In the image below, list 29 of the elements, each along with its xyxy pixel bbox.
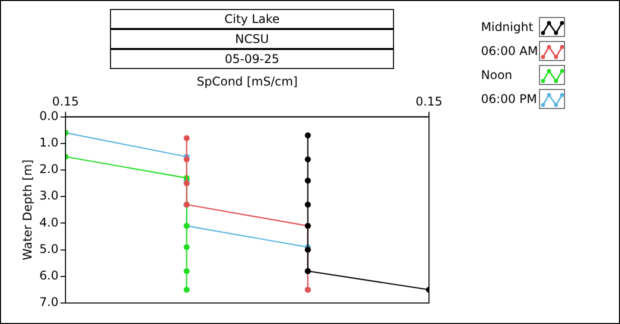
legend-label: 06:00 AM: [481, 44, 539, 58]
point: [184, 180, 190, 186]
x-tick-label: 0.15: [52, 94, 79, 109]
point: [184, 286, 190, 293]
y-tick-label: 6.0: [39, 268, 58, 283]
x-axis-title: SpCond [mS/cm]: [196, 74, 298, 88]
point: [184, 268, 190, 274]
y-tick-label: 3.0: [39, 188, 58, 203]
chart-title: City Lake: [223, 11, 281, 28]
legend-label: Midnight: [481, 20, 534, 34]
x-tick-label: 0.15: [416, 94, 442, 109]
point: [184, 244, 190, 250]
text: 05-09-25: [111, 48, 393, 68]
y-tick-label: 4.0: [39, 215, 58, 230]
point: [184, 135, 190, 142]
y-tick-label: 2.0: [39, 162, 58, 176]
legend-label: Noon: [481, 68, 514, 82]
legend-label: 06:00 PM: [481, 92, 538, 106]
point: [304, 202, 311, 208]
chart-subtitle: NCSU: [111, 28, 393, 48]
y-tick-label: 5.0: [39, 242, 58, 256]
point: [304, 132, 311, 138]
y-tick-label: 0.0: [39, 108, 58, 123]
y-tick-label: 1.0: [39, 136, 58, 150]
point: [304, 156, 311, 162]
y-tick-label: 7.0: [39, 295, 58, 310]
point: [304, 178, 311, 184]
y-axis-title: Water Depth [m]: [20, 160, 34, 260]
point: [184, 156, 190, 162]
